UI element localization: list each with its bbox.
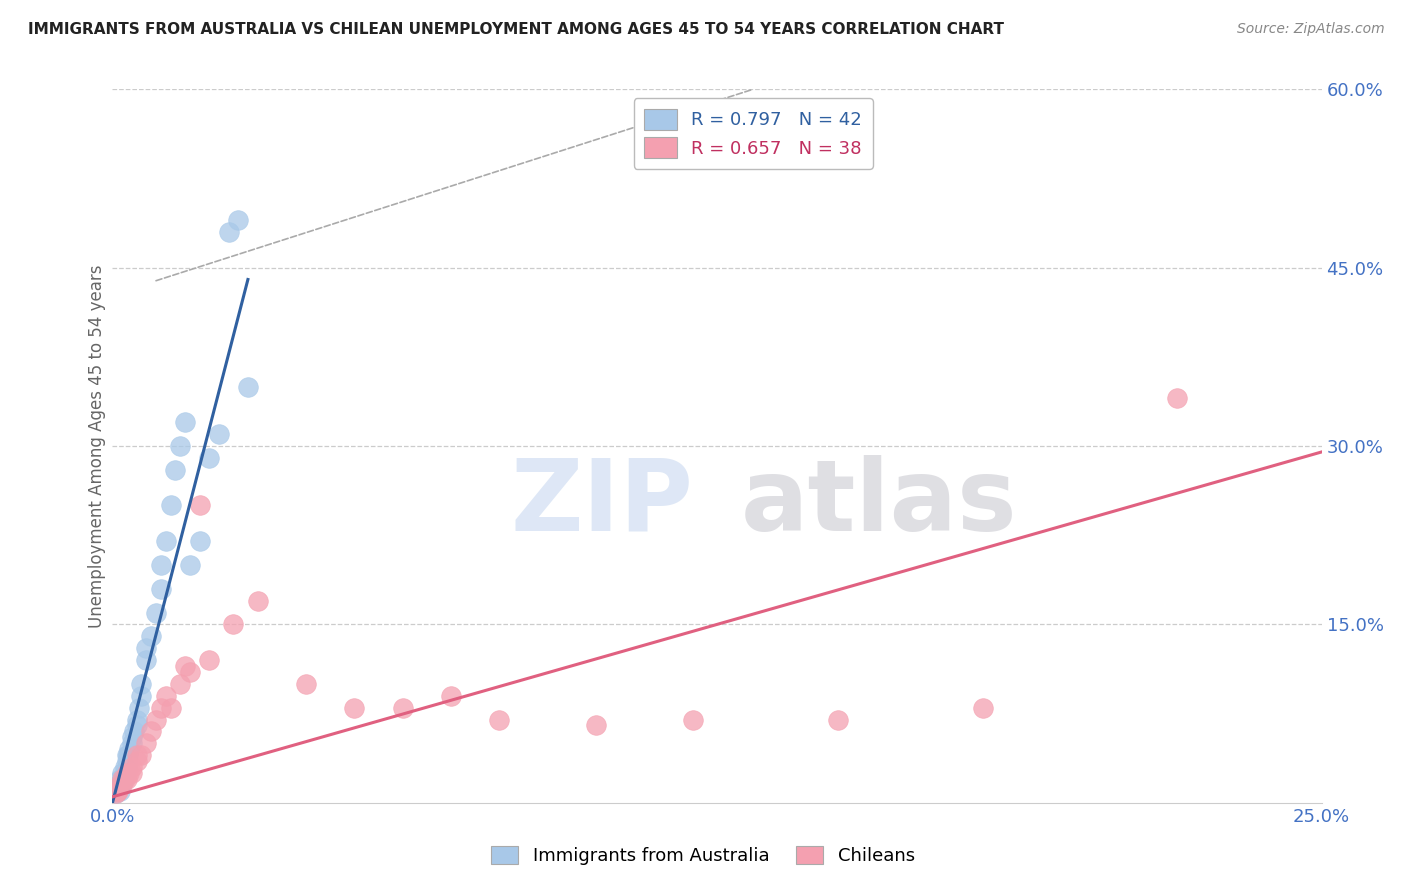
Point (159, 700, 181, 714)
Point (343, 700, 366, 714)
Point (972, 700, 994, 714)
Point (827, 713, 849, 727)
Point (115, 772, 138, 786)
Point (121, 760, 143, 774)
Point (131, 748, 153, 763)
Point (111, 772, 134, 786)
Point (105, 784, 128, 798)
Text: Source: ZipAtlas.com: Source: ZipAtlas.com (1237, 22, 1385, 37)
Point (1166, 392, 1188, 406)
Point (488, 713, 510, 727)
Point (226, 213, 249, 227)
Point (155, 534, 177, 549)
Point (391, 700, 413, 714)
Point (222, 617, 245, 632)
Point (111, 766, 134, 780)
Point (105, 786, 128, 800)
Point (115, 754, 138, 768)
Point (115, 760, 138, 774)
Point (111, 778, 134, 792)
Point (682, 713, 704, 727)
Point (295, 677, 318, 691)
Point (125, 718, 148, 732)
Point (440, 689, 463, 703)
Point (155, 689, 177, 703)
Point (188, 499, 211, 513)
Point (208, 427, 231, 442)
Point (149, 582, 172, 596)
Point (125, 748, 148, 763)
Text: IMMIGRANTS FROM AUSTRALIA VS CHILEAN UNEMPLOYMENT AMONG AGES 45 TO 54 YEARS CORR: IMMIGRANTS FROM AUSTRALIA VS CHILEAN UNE… (28, 22, 1004, 37)
Point (118, 766, 141, 780)
Point (117, 748, 139, 763)
Point (188, 534, 211, 549)
Point (122, 724, 145, 739)
Point (105, 784, 128, 798)
Point (135, 641, 157, 656)
Legend: Immigrants from Australia, Chileans: Immigrants from Australia, Chileans (482, 837, 924, 874)
Point (107, 778, 129, 792)
Point (159, 499, 181, 513)
Point (125, 713, 148, 727)
Point (145, 606, 167, 620)
Point (121, 766, 143, 780)
Point (236, 379, 259, 393)
Text: atlas: atlas (741, 455, 1018, 551)
Legend: R = 0.797   N = 42, R = 0.657   N = 38: R = 0.797 N = 42, R = 0.657 N = 38 (634, 98, 873, 169)
Point (135, 653, 157, 667)
Point (198, 653, 221, 667)
Point (112, 774, 135, 789)
Y-axis label: Unemployment Among Ages 45 to 54 years: Unemployment Among Ages 45 to 54 years (87, 264, 105, 628)
Point (169, 439, 191, 453)
Point (111, 772, 134, 786)
Point (121, 736, 143, 750)
Point (107, 784, 129, 798)
Point (105, 786, 128, 800)
Point (108, 772, 131, 786)
Point (108, 778, 131, 792)
Point (246, 593, 269, 607)
Point (149, 558, 172, 572)
Text: ZIP: ZIP (510, 455, 693, 551)
Point (179, 558, 201, 572)
Point (115, 748, 138, 763)
Point (169, 677, 191, 691)
Point (585, 718, 607, 732)
Point (114, 766, 136, 780)
Point (131, 689, 153, 703)
Point (128, 700, 150, 714)
Point (110, 778, 132, 792)
Point (141, 629, 163, 643)
Point (179, 665, 201, 679)
Point (121, 731, 143, 745)
Point (174, 415, 197, 429)
Point (145, 713, 167, 727)
Point (131, 677, 153, 691)
Point (165, 463, 187, 477)
Point (141, 724, 163, 739)
Point (108, 784, 131, 798)
Point (198, 450, 221, 465)
Point (115, 766, 138, 780)
Point (149, 700, 172, 714)
Point (118, 742, 141, 756)
Point (218, 225, 240, 239)
Point (114, 772, 136, 786)
Point (125, 754, 148, 768)
Point (114, 760, 136, 774)
Point (174, 659, 197, 673)
Point (135, 736, 157, 750)
